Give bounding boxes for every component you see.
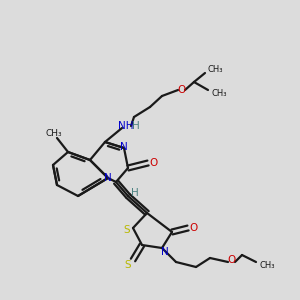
Text: O: O bbox=[150, 158, 158, 168]
Text: O: O bbox=[178, 85, 186, 95]
Text: O: O bbox=[190, 223, 198, 233]
Text: H: H bbox=[132, 121, 140, 131]
Text: N: N bbox=[161, 247, 169, 257]
Text: CH₃: CH₃ bbox=[208, 64, 224, 74]
Text: O: O bbox=[228, 255, 236, 265]
Text: NH: NH bbox=[118, 121, 134, 131]
Text: CH₃: CH₃ bbox=[259, 262, 274, 271]
Text: N: N bbox=[120, 142, 128, 152]
Text: CH₃: CH₃ bbox=[46, 128, 62, 137]
Text: S: S bbox=[124, 225, 130, 235]
Text: N: N bbox=[104, 173, 112, 183]
Text: H: H bbox=[131, 188, 139, 198]
Text: S: S bbox=[125, 260, 131, 270]
Text: CH₃: CH₃ bbox=[211, 89, 226, 98]
